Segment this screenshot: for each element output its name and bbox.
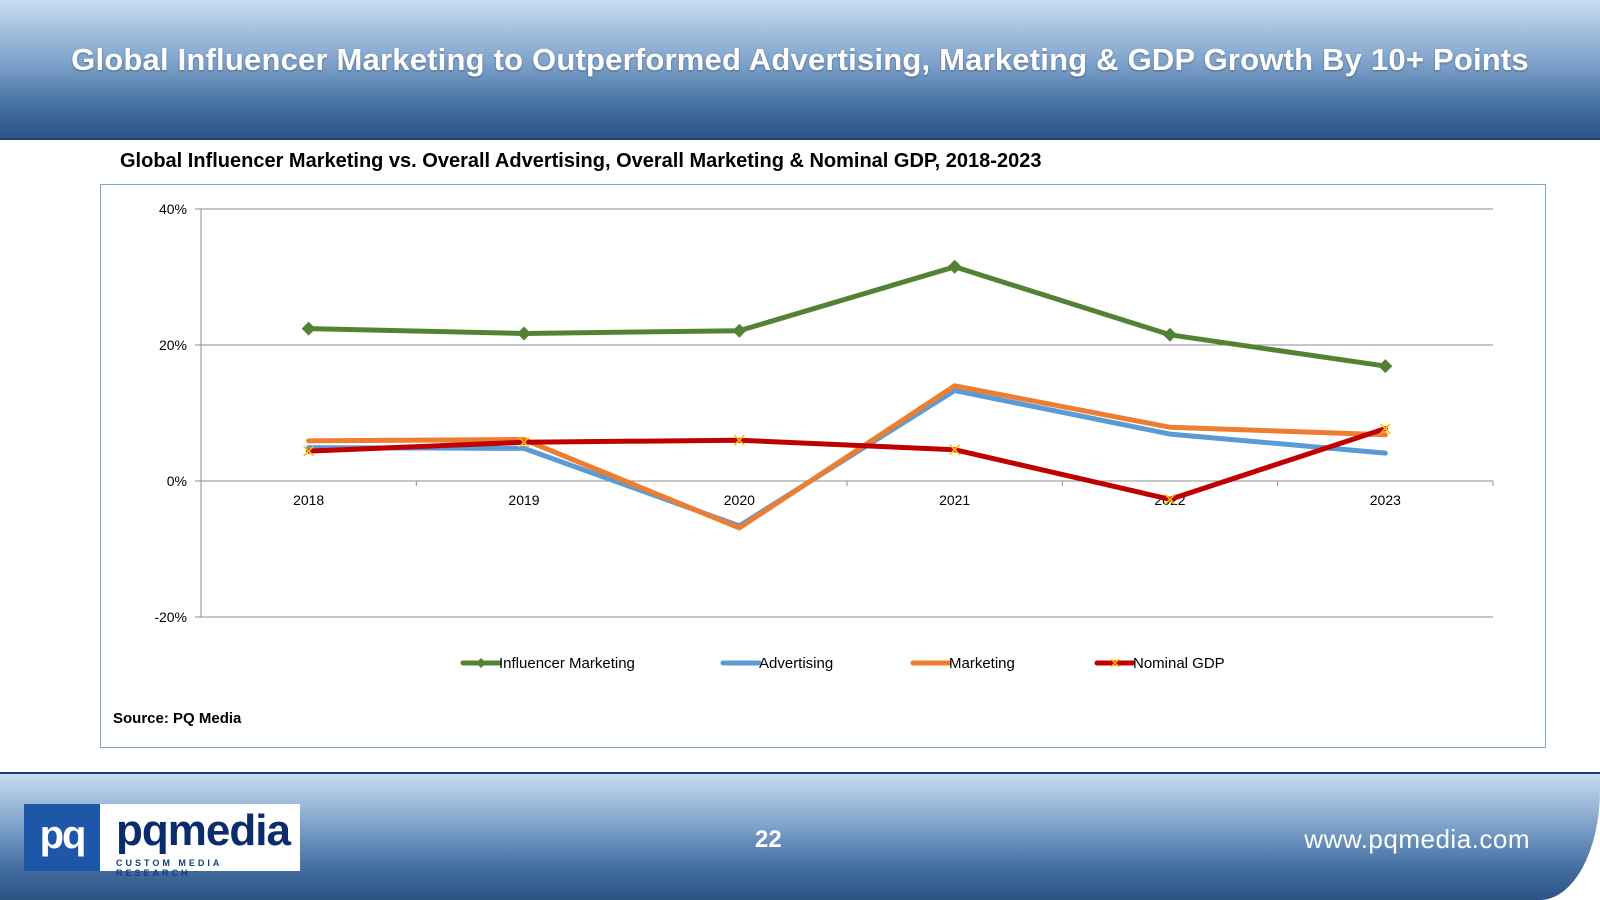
legend-label-marketing: Marketing <box>949 655 1015 672</box>
data-point-influencer-marketing <box>732 323 747 338</box>
series-line-influencer-marketing <box>306 264 1388 369</box>
header-banner: Global Influencer Marketing to Outperfor… <box>0 0 1600 140</box>
x-tick-label: 2019 <box>508 492 539 508</box>
legend-label-nominal-gdp: Nominal GDP <box>1133 655 1225 672</box>
y-tick-label: -20% <box>154 609 187 625</box>
legend-label-influencer-marketing: Influencer Marketing <box>499 655 635 672</box>
data-point-nominal-gdp <box>518 436 530 448</box>
data-point-nominal-gdp <box>949 444 961 456</box>
series-line-marketing <box>306 383 1388 531</box>
data-point-nominal-gdp <box>733 434 745 446</box>
series-line-nominal-gdp <box>306 426 1388 502</box>
data-point-nominal-gdp <box>1164 493 1176 505</box>
legend-marker-influencer-marketing <box>476 658 486 668</box>
chart-title: Global Influencer Marketing vs. Overall … <box>120 150 1042 172</box>
x-tick-label: 2018 <box>293 492 324 508</box>
data-point-influencer-marketing <box>1378 359 1393 374</box>
line-chart: -20%0%20%40%2018 2019 2020 2021 2022 2023Infl… <box>154 201 1494 672</box>
logo-tagline: CUSTOM MEDIA RESEARCH <box>116 858 223 878</box>
data-point-nominal-gdp <box>1379 423 1391 435</box>
legend-marker-nominal-gdp <box>1110 658 1120 668</box>
y-tick-label: 0% <box>167 473 187 489</box>
chart-container: -20% 0% 20% 40% 2018 2019 2020 2021 2022 2023 Infl… <box>100 184 1546 748</box>
website-link[interactable]: www.pqmedia.com <box>1304 824 1530 854</box>
slide-title: Global Influencer Marketing to Outperfor… <box>71 42 1529 77</box>
logo-wordmark: pqmedia <box>116 806 291 855</box>
page-number: 22 <box>755 826 782 853</box>
data-point-influencer-marketing <box>301 321 316 336</box>
legend-label-advertising: Advertising <box>759 655 833 672</box>
x-tick-label: 2021 <box>939 492 970 508</box>
pqmedia-logo: pq pqmedia CUSTOM MEDIA RESEARCH <box>24 804 300 878</box>
x-tick-label: 2020 <box>724 492 755 508</box>
data-point-influencer-marketing <box>1163 327 1177 342</box>
x-tick-label: 2023 <box>1370 492 1401 508</box>
logo-mark: pq <box>24 804 100 871</box>
source-note: Source: PQ Media <box>113 710 242 727</box>
y-tick-label: 20% <box>159 337 187 353</box>
y-tick-label: 40% <box>159 201 187 217</box>
data-point-influencer-marketing <box>517 326 531 341</box>
data-point-influencer-marketing <box>947 259 962 274</box>
footer-banner: pq pqmedia CUSTOM MEDIA RESEARCH 22 www.… <box>0 772 1600 900</box>
data-point-nominal-gdp <box>303 445 315 457</box>
